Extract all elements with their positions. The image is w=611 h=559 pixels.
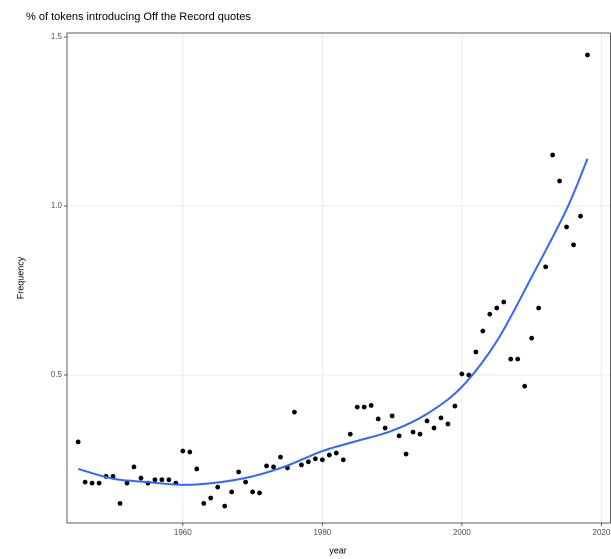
point xyxy=(319,457,325,463)
point xyxy=(522,383,528,389)
point xyxy=(543,264,549,270)
point xyxy=(550,152,555,158)
point xyxy=(306,459,311,465)
point xyxy=(585,52,590,58)
point xyxy=(403,451,409,457)
point xyxy=(187,449,193,455)
point xyxy=(578,213,583,219)
point xyxy=(480,328,486,334)
point xyxy=(243,479,249,485)
x-axis-title: year xyxy=(329,545,347,555)
point xyxy=(333,450,339,456)
point xyxy=(257,490,262,496)
point xyxy=(222,503,228,509)
point xyxy=(424,418,430,424)
point xyxy=(354,404,360,410)
point xyxy=(299,462,304,468)
x-tick-label: 2000 xyxy=(453,528,471,537)
point xyxy=(340,457,346,463)
plot-border xyxy=(66,32,611,524)
point xyxy=(382,425,388,431)
point xyxy=(138,475,144,481)
y-tick-label: 1.0 xyxy=(51,201,63,210)
point xyxy=(215,484,221,490)
point xyxy=(124,480,130,486)
point xyxy=(452,403,458,409)
point xyxy=(375,416,381,422)
chart-title: % of tokens introducing Off the Record q… xyxy=(26,11,251,23)
point xyxy=(201,501,207,506)
point xyxy=(152,477,158,483)
point xyxy=(466,372,472,378)
point xyxy=(473,349,479,355)
y-tick-label: 1.5 xyxy=(51,32,63,41)
point xyxy=(571,242,576,248)
point xyxy=(264,463,269,469)
point xyxy=(410,429,416,435)
point xyxy=(194,466,200,472)
point xyxy=(159,477,165,483)
point xyxy=(361,404,367,410)
point xyxy=(117,501,123,506)
point xyxy=(166,477,172,483)
point xyxy=(536,305,542,311)
point xyxy=(438,415,444,421)
point xyxy=(131,464,137,470)
x-tick-label: 1980 xyxy=(313,528,331,537)
point xyxy=(89,480,95,486)
point xyxy=(396,433,402,439)
point xyxy=(82,479,88,485)
y-axis-title: Frequency xyxy=(15,256,25,299)
point xyxy=(368,403,374,408)
point xyxy=(557,178,562,184)
point xyxy=(515,356,521,362)
point xyxy=(180,448,186,454)
y-tick-label: 0.5 xyxy=(51,370,63,379)
point xyxy=(236,469,242,475)
point xyxy=(347,431,353,437)
point xyxy=(487,311,493,317)
point xyxy=(417,431,423,437)
point xyxy=(292,409,297,415)
x-tick-label: 1960 xyxy=(174,528,192,537)
point xyxy=(389,413,395,419)
point xyxy=(229,489,235,495)
point xyxy=(278,454,283,460)
point xyxy=(75,439,81,445)
smooth-line xyxy=(77,158,589,486)
point xyxy=(312,456,318,462)
point xyxy=(326,452,332,458)
x-tick-label: 2020 xyxy=(593,528,611,537)
point xyxy=(208,495,214,501)
point xyxy=(564,224,569,230)
point xyxy=(508,356,514,362)
point xyxy=(459,371,465,377)
point xyxy=(250,489,255,495)
point xyxy=(271,464,276,470)
point xyxy=(96,480,102,486)
point xyxy=(529,335,535,341)
point xyxy=(431,425,437,431)
point xyxy=(501,299,507,305)
point xyxy=(445,421,451,427)
point xyxy=(494,305,500,311)
